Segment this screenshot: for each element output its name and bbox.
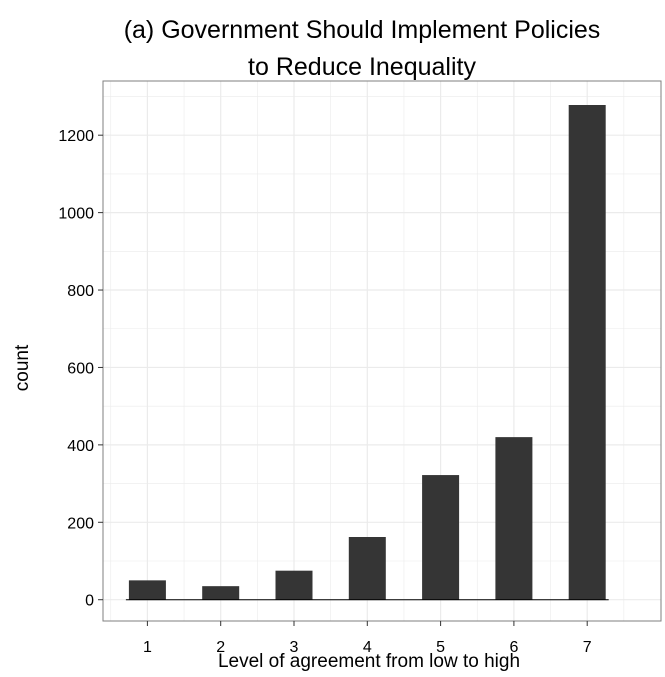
y-axis-title: count [12, 344, 33, 391]
y-tick-label: 600 [67, 360, 94, 377]
bar-1 [128, 580, 166, 600]
y-axis-ticks: 0 200 400 600 800 1000 1200 [58, 128, 103, 610]
x-tick-label: 1 [143, 639, 152, 656]
x-tick-label: 2 [216, 639, 225, 656]
y-tick-label: 800 [67, 283, 94, 300]
bar-4 [348, 537, 386, 600]
panel-border [102, 80, 662, 622]
x-axis-ticks: 1 2 3 4 5 6 7 [143, 621, 592, 656]
chart-title-line-1: (a) Government Should Implement Policies [124, 16, 601, 44]
gridlines [103, 81, 661, 621]
y-tick-label: 400 [67, 438, 94, 455]
bar-2 [202, 586, 240, 600]
x-tick-label: 6 [509, 639, 518, 656]
y-tick-label: 0 [85, 593, 94, 610]
y-tick-label: 1200 [58, 128, 94, 145]
bar-5 [422, 475, 460, 600]
x-axis-title: Level of agreement from low to high [218, 651, 520, 672]
chart-title-line-2: to Reduce Inequality [248, 53, 476, 81]
bar-7 [568, 105, 606, 600]
bar-6 [495, 437, 533, 600]
x-tick-label: 5 [436, 639, 445, 656]
x-tick-label: 4 [363, 639, 372, 656]
y-tick-label: 1000 [58, 206, 94, 223]
x-tick-label: 7 [583, 639, 592, 656]
bars [128, 105, 606, 600]
x-tick-label: 3 [290, 639, 299, 656]
y-tick-label: 200 [67, 515, 94, 532]
bar-3 [275, 570, 313, 600]
